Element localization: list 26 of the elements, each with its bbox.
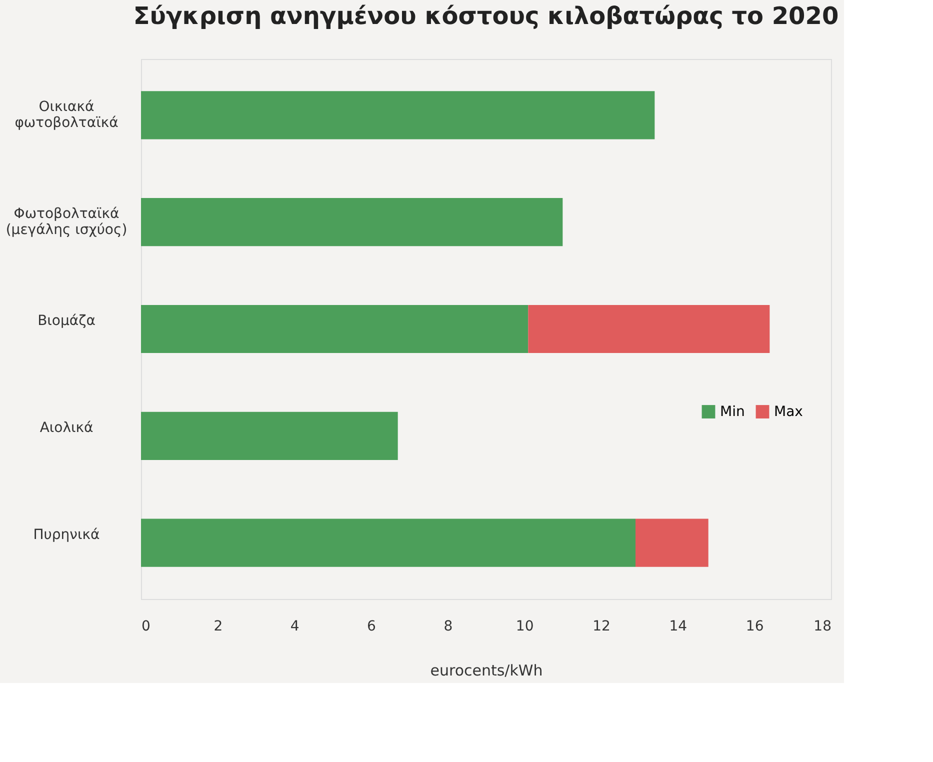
x-tick-label: 2 bbox=[214, 618, 223, 634]
bar bbox=[141, 91, 655, 140]
x-tick-label: 16 bbox=[746, 618, 764, 634]
bar bbox=[141, 198, 563, 246]
bar bbox=[141, 518, 636, 567]
y-tick-label: Οικιακά φωτοβολταϊκά bbox=[14, 99, 118, 132]
y-tick-label: Βιομάζα bbox=[38, 313, 96, 329]
x-tick-label: 10 bbox=[516, 618, 534, 634]
bar bbox=[636, 518, 708, 567]
x-axis-title: eurocents/kWh bbox=[430, 662, 543, 680]
x-tick-label: 14 bbox=[669, 618, 688, 634]
x-tick-label: 6 bbox=[367, 618, 376, 634]
x-tick-label: 18 bbox=[814, 618, 832, 634]
bar bbox=[141, 304, 528, 354]
y-tick-label: Φωτοβολταϊκά (μεγάλης ισχύος) bbox=[6, 206, 128, 238]
legend-label: Max bbox=[774, 404, 803, 420]
y-tick-label: Πυρηνικά bbox=[33, 526, 100, 543]
legend-label: Min bbox=[720, 404, 745, 420]
x-tick-label: 12 bbox=[592, 618, 610, 634]
chart-title: Σύγκριση ανηγμένου κόστους κιλοβατώρας το 2020 bbox=[133, 2, 839, 30]
bar bbox=[528, 304, 770, 354]
x-tick-label: 8 bbox=[444, 618, 453, 634]
x-tick-label: 0 bbox=[142, 618, 150, 634]
y-tick-label: Αιολικά bbox=[40, 420, 94, 436]
x-tick-label: 4 bbox=[290, 618, 300, 634]
bar bbox=[141, 412, 398, 460]
